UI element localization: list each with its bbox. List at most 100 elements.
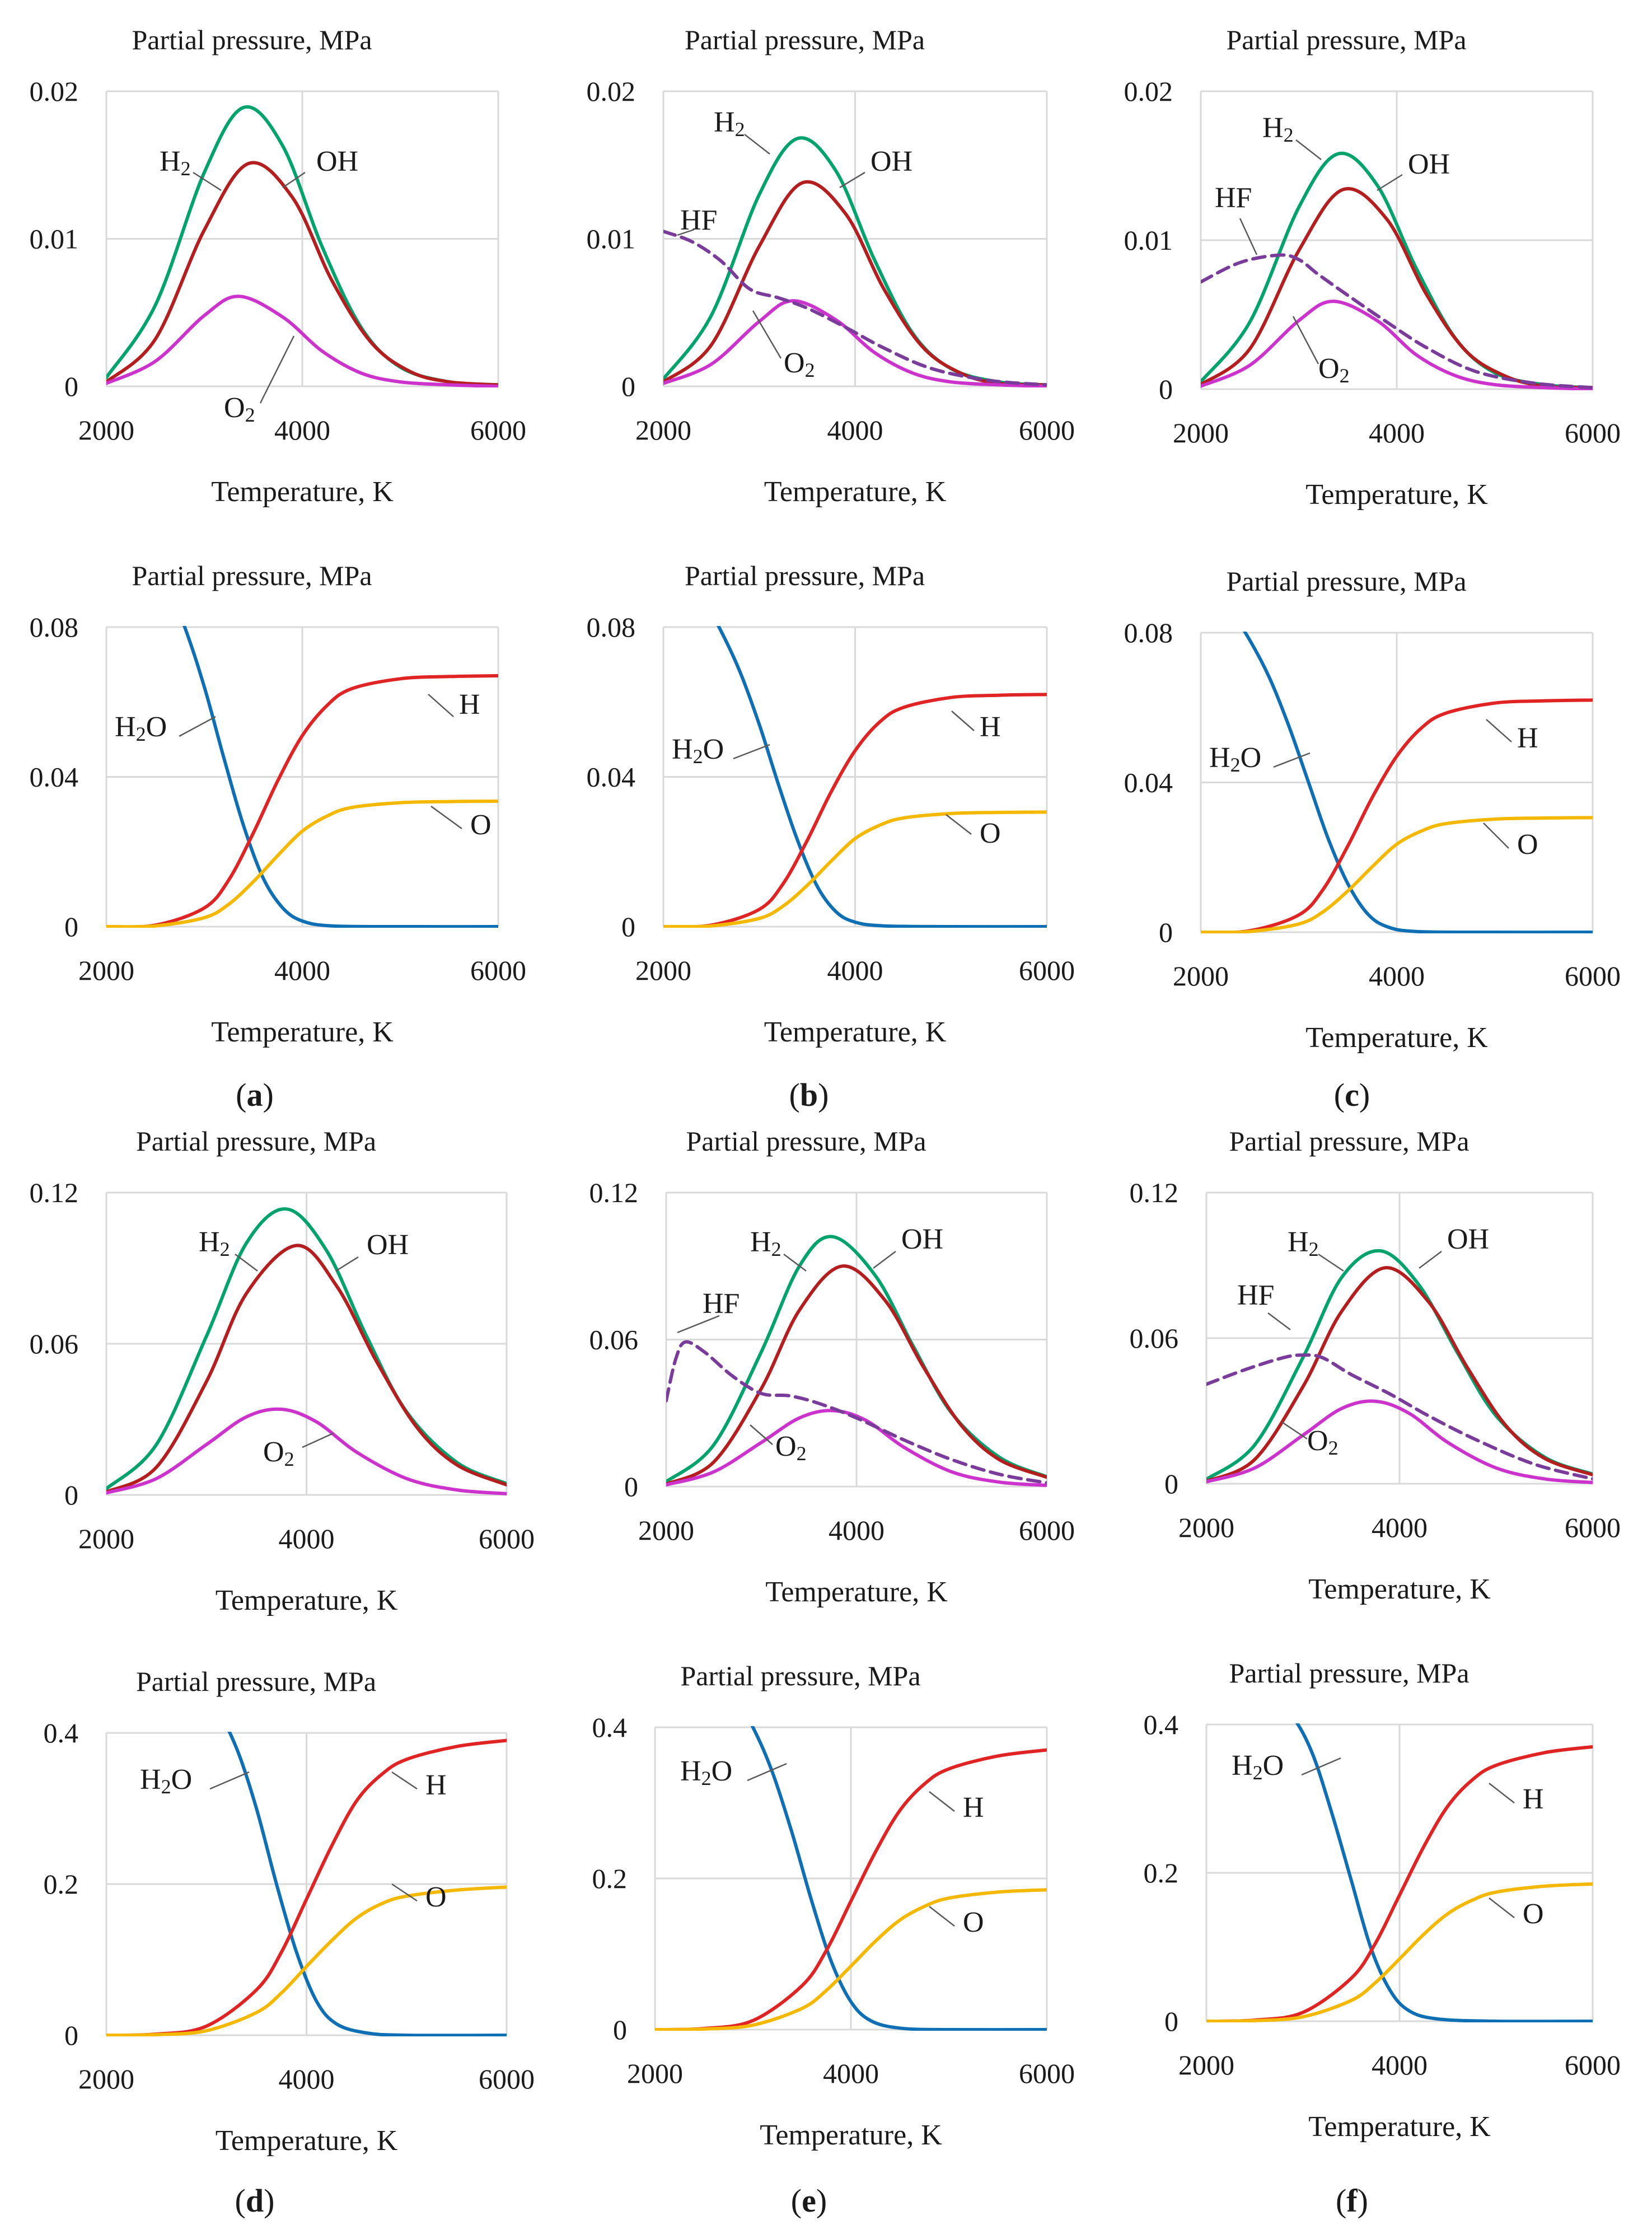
x-tick-label: 6000: [470, 414, 526, 446]
series-line-hf: [663, 230, 1047, 387]
chart-c2: Partial pressure, MPa 0 0.04 0.08 2000 4000 60…: [1124, 565, 1621, 1054]
panel-caption-c: (c): [1334, 1077, 1370, 1113]
x-tick-label: 2000: [627, 2058, 683, 2089]
chart-b1: Partial pressure, MPa 0 0.01 0.02 2000 4000 60…: [587, 24, 1075, 508]
series-label-oh: OH: [1447, 1223, 1489, 1255]
series-line-h: [106, 674, 498, 928]
leader-line: [752, 310, 782, 359]
y-tick-label: 0.01: [587, 223, 636, 255]
chart-title: Partial pressure, MPa: [132, 24, 372, 55]
chart-title: Partial pressure, MPa: [136, 1666, 376, 1697]
chart-f1: Partial pressure, MPa 0 0.06 0.12 2000 4000 60…: [1130, 1125, 1621, 1605]
x-tick-label: 6000: [479, 1523, 535, 1554]
x-tick-label: 4000: [823, 2058, 879, 2089]
x-tick-label: 4000: [1372, 2049, 1428, 2081]
chart-c1: Partial pressure, MPa 0 0.01 0.02 2000 4000 60…: [1124, 24, 1621, 511]
panel-caption-e: (e): [791, 2182, 827, 2219]
series-label-o: O: [1523, 1898, 1544, 1930]
series-line-o: [1206, 1882, 1593, 2022]
x-tick-label: 2000: [1173, 960, 1229, 992]
leader-line: [747, 1763, 787, 1782]
series-line-oh: [1206, 1266, 1593, 1483]
leader-line: [209, 1771, 250, 1790]
series-label-h2: H2: [199, 1226, 230, 1260]
series-line-o: [663, 810, 1047, 928]
leader-line: [179, 716, 216, 737]
y-tick-label: 0: [1159, 373, 1173, 405]
x-tick-label: 4000: [1369, 417, 1425, 448]
chart-title: Partial pressure, MPa: [1229, 1657, 1469, 1689]
leader-line: [1267, 1312, 1291, 1330]
y-tick-label: 0: [64, 911, 78, 942]
chart-title: Partial pressure, MPa: [1226, 24, 1466, 55]
series-line-h: [1206, 1745, 1593, 2022]
chart-title: Partial pressure, MPa: [136, 1125, 376, 1157]
series-line-o: [1201, 816, 1593, 933]
leader-line: [1419, 1251, 1442, 1269]
leader-line: [430, 805, 462, 830]
series-line-h2o: [1295, 1723, 1593, 2022]
x-tick-label: 6000: [1565, 1512, 1621, 1543]
x-axis-label: Temperature, K: [1305, 479, 1488, 511]
y-tick-label: 0.12: [1130, 1177, 1179, 1208]
x-tick-label: 4000: [827, 955, 883, 986]
leader-line: [929, 1906, 955, 1927]
series-label-o: O: [425, 1881, 447, 1913]
x-axis-label: Temperature, K: [211, 1016, 394, 1048]
series-label-h: H: [459, 689, 480, 721]
series-line-h2o: [717, 626, 1047, 928]
y-tick-label: 0: [64, 371, 78, 402]
chart-title: Partial pressure, MPa: [1229, 1125, 1469, 1157]
leader-line: [951, 711, 975, 731]
series-line-o2: [1201, 300, 1593, 390]
y-tick-label: 0.02: [1124, 76, 1173, 107]
x-tick-label: 6000: [1565, 960, 1621, 992]
chart-d1: Partial pressure, MPa 0 0.06 0.12 2000 4000 60…: [30, 1125, 535, 1616]
series-line-h: [106, 1738, 507, 2036]
series-label-hf: HF: [680, 204, 717, 236]
series-label-h2: H2: [160, 146, 191, 180]
series-label-o2: O2: [263, 1436, 294, 1470]
series-label-h2o: H2O: [672, 733, 724, 768]
leader-line: [946, 814, 972, 835]
leader-line: [1483, 822, 1509, 849]
y-tick-label: 0.12: [30, 1177, 79, 1208]
leader-line: [1486, 719, 1512, 742]
x-axis-label: Temperature, K: [216, 2125, 398, 2157]
panel-caption-a: (a): [236, 1077, 274, 1113]
x-axis-label: Temperature, K: [216, 1585, 398, 1616]
series-label-h2o: H2O: [115, 711, 167, 745]
x-axis-label: Temperature, K: [1308, 2111, 1491, 2143]
x-tick-label: 2000: [638, 1515, 694, 1546]
series-label-h: H: [963, 1792, 984, 1824]
series-label-h2o: H2O: [140, 1764, 192, 1798]
y-tick-label: 0: [1164, 1468, 1178, 1499]
x-tick-label: 6000: [1019, 2058, 1075, 2089]
x-axis-label: Temperature, K: [764, 1016, 947, 1048]
y-tick-label: 0.4: [1144, 1709, 1179, 1740]
y-tick-label: 0: [1159, 917, 1173, 948]
chart-a1: Partial pressure, MPa 0 0.01 0.02 2000 4000 60…: [30, 24, 527, 508]
series-label-h: H: [1517, 722, 1538, 754]
y-tick-label: 0: [613, 2014, 627, 2045]
series-label-h2: H2: [750, 1226, 781, 1260]
leader-line: [1281, 1421, 1308, 1440]
y-tick-label: 0.02: [587, 76, 636, 107]
series-line-o: [106, 800, 498, 928]
series-line-h2o: [750, 1726, 1047, 2031]
y-tick-label: 0.06: [1130, 1322, 1179, 1354]
y-tick-label: 0.08: [587, 611, 636, 643]
chart-b2: Partial pressure, MPa 0 0.04 0.08 2000 4000 60…: [587, 560, 1075, 1048]
x-tick-label: 6000: [1019, 414, 1075, 446]
series-line-oh: [106, 1244, 507, 1494]
x-tick-label: 6000: [1565, 417, 1621, 448]
series-line-oh: [106, 161, 498, 387]
series-line-hf: [1206, 1353, 1593, 1481]
y-tick-label: 0.2: [592, 1863, 628, 1894]
series-label-h: H: [425, 1769, 447, 1801]
series-label-o2: O2: [1318, 353, 1350, 387]
leader-line: [1239, 218, 1258, 255]
series-line-h2o: [182, 626, 498, 928]
leader-line: [1489, 1783, 1515, 1803]
